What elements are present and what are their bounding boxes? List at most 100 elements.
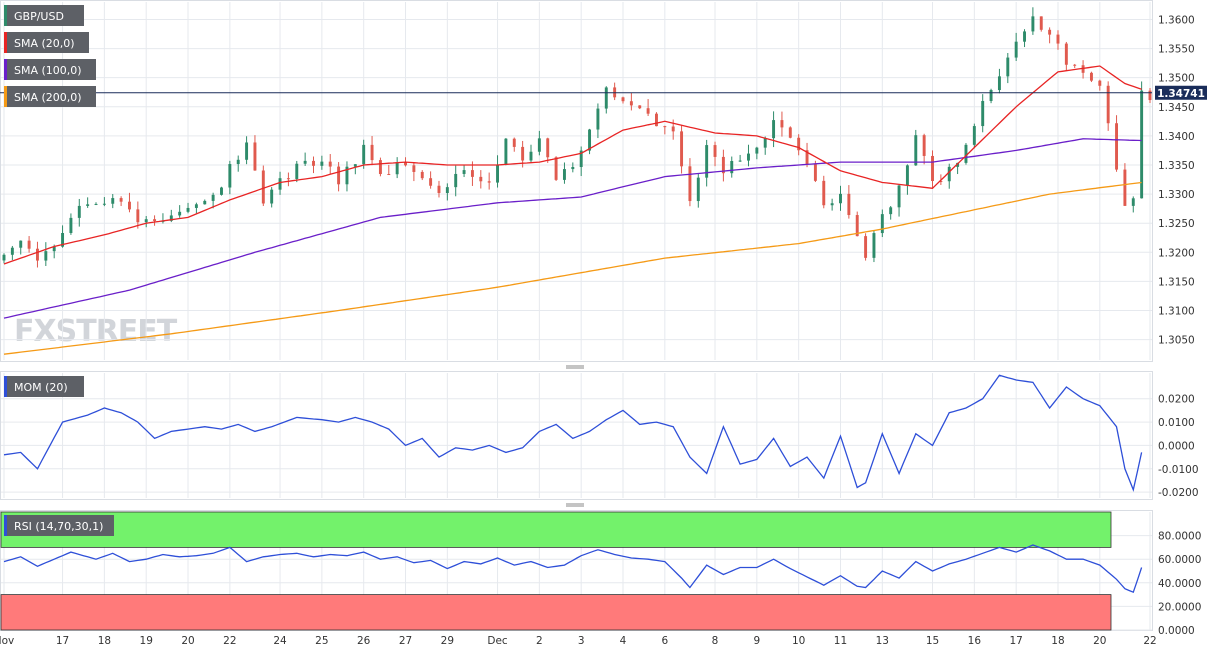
price-y-tick-label: 1.3050	[1158, 335, 1195, 347]
candle-down	[663, 126, 667, 128]
candle-up	[44, 251, 48, 261]
panel-splitter-2[interactable]	[566, 503, 584, 507]
x-tick-label: 15	[926, 635, 939, 647]
candle-up	[830, 203, 834, 206]
legend-label-sma100: SMA (100,0)	[14, 64, 82, 77]
candle-down	[35, 248, 39, 261]
price-y-tick-label: 1.3300	[1158, 189, 1195, 201]
candle-up	[69, 217, 73, 233]
x-tick-label: 13	[876, 635, 889, 647]
price-y-tick-label: 1.3250	[1158, 218, 1195, 230]
candle-up	[496, 164, 499, 183]
price-y-tick-label: 1.3100	[1158, 306, 1195, 318]
candle-down	[629, 101, 633, 106]
candle-down	[470, 170, 474, 177]
candle-up	[705, 145, 709, 178]
price-y-tick-label: 1.3550	[1158, 44, 1195, 56]
candle-up	[194, 204, 198, 208]
candle-up	[86, 204, 90, 206]
rsi-y-tick-label: 40.0000	[1158, 578, 1201, 590]
candle-up	[596, 108, 600, 130]
candle-up	[178, 211, 182, 216]
x-tick-label: 17	[1009, 635, 1022, 647]
rsi-y-tick-label: 60.0000	[1158, 554, 1201, 566]
x-tick-label: 6	[661, 635, 668, 647]
candle-up	[562, 169, 566, 180]
candle-up	[1023, 31, 1026, 42]
candle-up	[889, 207, 893, 215]
candle-down	[420, 171, 424, 179]
candle-up	[997, 76, 1001, 91]
candle-down	[1115, 123, 1119, 170]
candle-up	[872, 233, 876, 258]
legend-badge-sma20[interactable]: SMA (20,0)	[4, 32, 89, 53]
legend-label-sma200: SMA (200,0)	[14, 91, 82, 104]
legend-badge-gbpusd[interactable]: GBP/USD	[4, 5, 84, 26]
candle-up	[947, 166, 951, 182]
candle-down	[253, 142, 257, 171]
x-tick-label: 26	[357, 635, 371, 647]
rsi-zones	[0, 511, 1112, 631]
candle-up	[1140, 90, 1144, 199]
mom-y-tick-label: -0.0200	[1158, 487, 1199, 499]
x-tick-label: 16	[968, 635, 982, 647]
candle-up	[203, 200, 207, 205]
candle-down	[378, 160, 382, 175]
x-tick-label: 22	[223, 635, 236, 647]
candle-down	[721, 156, 725, 174]
momentum-line	[3, 374, 1143, 492]
candle-up	[738, 160, 742, 162]
candle-up	[1131, 198, 1135, 206]
x-tick-label: 2	[536, 635, 543, 647]
candle-up	[588, 129, 592, 151]
x-tick-label: 19	[140, 635, 153, 647]
candle-down	[387, 174, 391, 176]
candle-up	[1031, 16, 1035, 32]
price-y-tick-label: 1.3600	[1158, 14, 1195, 26]
candle-up	[169, 215, 173, 221]
candle-down	[429, 178, 433, 186]
candle-up	[186, 207, 190, 212]
candle-up	[604, 87, 608, 109]
candle-down	[1064, 43, 1068, 65]
legend-badge-rsi[interactable]: RSI (14,70,30,1)	[4, 515, 114, 536]
legend-badge-sma100[interactable]: SMA (100,0)	[4, 59, 96, 80]
candle-down	[655, 113, 658, 127]
x-tick-label: 24	[273, 635, 287, 647]
candlestick-series	[2, 7, 1152, 268]
candle-up	[245, 142, 249, 160]
candle-up	[362, 144, 366, 165]
candle-down	[27, 240, 31, 249]
x-tick-label: 27	[399, 635, 412, 647]
candle-down	[797, 137, 801, 151]
legend-badge-sma200[interactable]: SMA (200,0)	[4, 86, 96, 107]
panel-splitter-1[interactable]	[566, 365, 584, 369]
current-price-marker: 1.34741	[0, 85, 1207, 100]
candle-up	[730, 160, 734, 174]
sma100-line	[3, 138, 1142, 319]
candle-up	[956, 162, 960, 167]
candle-up	[220, 187, 223, 195]
price-y-tick-label: 1.3150	[1158, 276, 1195, 288]
candle-up	[303, 160, 307, 164]
candle-up	[755, 147, 759, 154]
candle-up	[52, 246, 56, 252]
x-tick-label: 3	[578, 635, 585, 647]
candle-down	[939, 181, 943, 183]
candle-down	[805, 150, 809, 165]
candle-down	[646, 108, 650, 114]
candle-up	[144, 219, 148, 223]
candle-up	[236, 159, 240, 165]
candle-up	[102, 203, 106, 205]
candle-up	[529, 151, 533, 161]
candle-down	[855, 215, 859, 237]
candle-down	[404, 162, 407, 166]
candle-down	[922, 135, 926, 156]
candle-up	[972, 126, 976, 145]
legend-badge-mom[interactable]: MOM (20)	[4, 376, 84, 397]
candle-down	[688, 166, 692, 202]
candle-down	[521, 146, 525, 161]
candle-down	[680, 131, 684, 167]
candle-down	[479, 176, 483, 182]
candle-up	[228, 164, 232, 188]
